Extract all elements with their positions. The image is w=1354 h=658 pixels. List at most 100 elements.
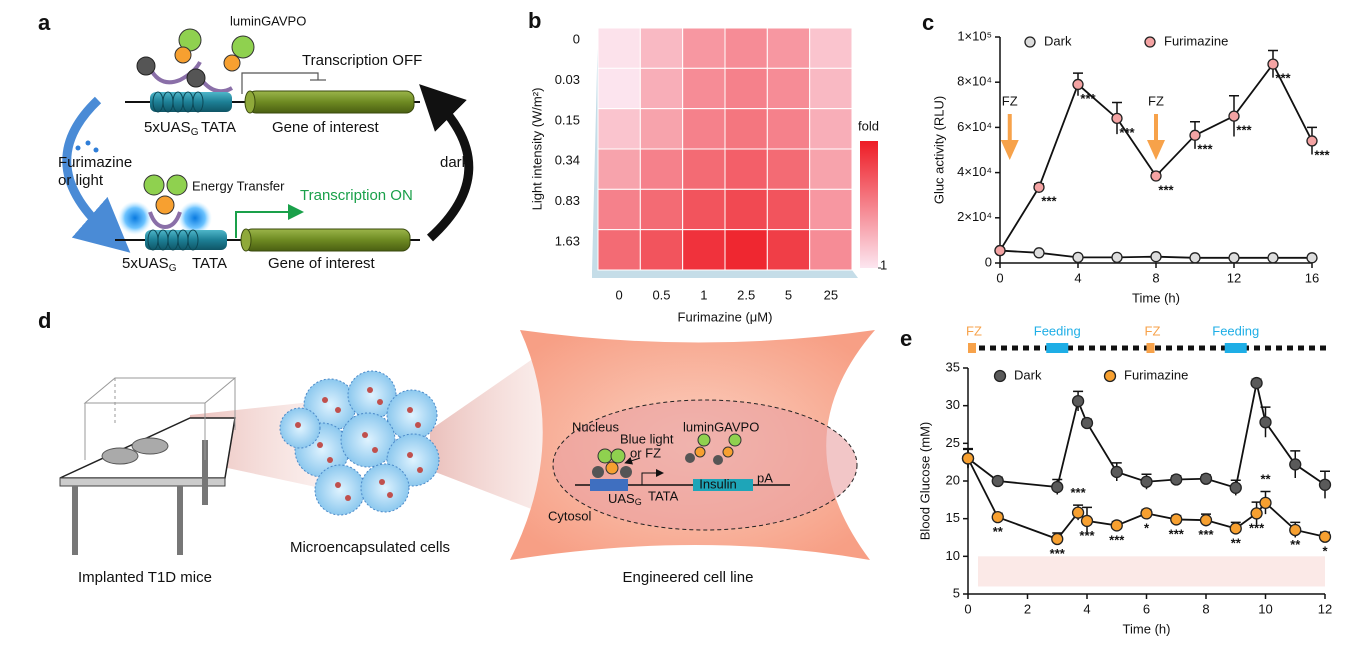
label: UASG [608,491,642,507]
legend-label: Dark [1014,367,1042,382]
panel-letter: e [900,326,912,351]
heatmap-cell [682,67,726,110]
label: Transcription ON [300,187,413,204]
data-point [1318,478,1332,491]
significance-label: *** [1079,528,1095,543]
heatmap-cell [682,229,726,271]
y-tick-label: 2×10⁴ [957,209,992,224]
heatmap-cell [682,108,726,150]
data-point [1259,496,1272,509]
y-axis-label: Gluc activity (RLU) [931,96,946,204]
significance-label: *** [1080,91,1096,106]
heatmap-cell [682,148,726,190]
x-tick-label: 2.5 [737,287,755,302]
series-line [967,382,1326,489]
label: G [169,263,177,274]
y-tick-label: 5 [953,585,960,600]
heatmap-cell [809,108,853,150]
data-point [1111,112,1123,125]
y-tick-label: 0.83 [555,193,580,208]
heatmap-cell [766,148,811,190]
y-tick-label: 1×10⁵ [957,28,992,43]
panel-letter: b [528,8,541,33]
legend-marker [1144,36,1156,48]
data-point [1150,251,1162,263]
annotation: FZ [1002,93,1018,108]
significance-label: ** [993,524,1004,539]
legend-label: Furimazine [1164,33,1228,48]
significance-label: *** [1236,123,1252,138]
data-point [1051,480,1064,494]
data-point [1170,513,1183,526]
heatmap-cell [724,27,768,69]
heatmap-cell [809,229,853,271]
panel-letter: a [38,10,51,35]
significance-label: *** [1198,527,1214,542]
y-tick-label: 8×10⁴ [957,74,992,89]
label: Engineered cell line [623,569,754,586]
data-point [1111,251,1123,264]
x-tick-label: 16 [1305,270,1319,285]
heatmap-cell [809,148,853,190]
label: dark [440,154,470,171]
y-tick-label: 0.34 [555,153,580,168]
timeline-marker [1224,343,1247,353]
label: or FZ [630,445,661,460]
heatmap-cell [766,67,811,110]
significance-label: *** [1158,182,1174,197]
significance-label: *** [1197,142,1213,157]
label: Energy Transfer [192,178,285,193]
timeline-label: FZ [1145,323,1161,338]
data-point [1259,416,1272,429]
data-point [1033,181,1045,193]
label: Blue light [620,431,674,446]
x-tick-label: 25 [824,287,838,302]
data-point [1289,458,1302,471]
data-point [1289,523,1302,537]
label: 5xUASG [144,119,199,138]
legend-marker [1103,369,1117,383]
y-tick-label: 0.15 [555,112,580,127]
x-tick-label: 0 [964,601,971,616]
data-point [1306,135,1318,147]
data-point [1229,522,1242,535]
data-point [994,244,1006,257]
data-point [1071,394,1085,408]
y-tick-label: 0 [985,254,992,269]
y-tick-label: 0 [573,32,580,47]
y-tick-label: 20 [946,472,960,487]
heatmap-cell [639,148,684,190]
label: UAS [608,491,635,506]
x-tick-label: 2 [1024,601,1031,616]
x-tick-label: 0.5 [652,287,670,302]
significance-label: * [1144,520,1150,535]
data-point [991,511,1004,524]
significance-label: *** [1109,532,1125,547]
y-tick-label: 25 [946,435,960,450]
data-point [1267,252,1279,264]
significance-label: ** [1231,535,1242,550]
label: Furimazine [58,154,132,171]
label: 5xUAS [122,255,169,272]
x-tick-label: 0 [996,270,1003,285]
heatmap-cell [639,188,684,231]
heatmap-cell [682,27,726,69]
heatmap-cell [597,108,641,150]
heatmap-cell [724,108,768,150]
data-point [1229,481,1242,494]
data-point [1318,530,1332,543]
data-point [1250,507,1263,520]
legend-marker [993,369,1007,383]
data-point [961,452,975,465]
y-tick-label: 1.63 [555,233,580,248]
heatmap-cell [724,67,768,110]
heatmap-cell [809,188,853,231]
label: Cytosol [548,508,591,523]
label: Insulin [699,476,737,491]
data-point [1199,472,1213,485]
label: Gene of interest [268,255,376,272]
x-tick-label: 1 [700,287,707,302]
heatmap-cell [597,229,641,271]
heatmap-cell [597,67,641,110]
heatmap-cell [597,27,641,69]
